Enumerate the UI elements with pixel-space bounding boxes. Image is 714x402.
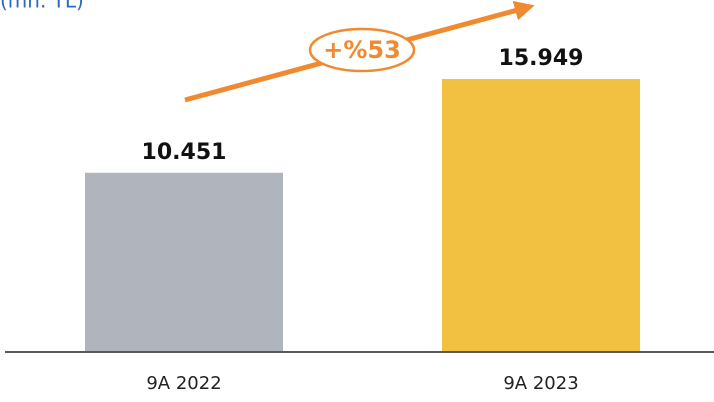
x-tick-label: 9A 2022 (146, 373, 221, 394)
value-label: 15.949 (499, 46, 584, 71)
x-tick-label: 9A 2023 (503, 373, 578, 394)
value-label: 10.451 (142, 140, 227, 165)
chart-subtitle: (mn. TL) (0, 0, 84, 13)
bar (442, 79, 640, 351)
growth-label: +%53 (323, 36, 401, 64)
growth-badge (308, 27, 416, 73)
bar (85, 172, 283, 351)
